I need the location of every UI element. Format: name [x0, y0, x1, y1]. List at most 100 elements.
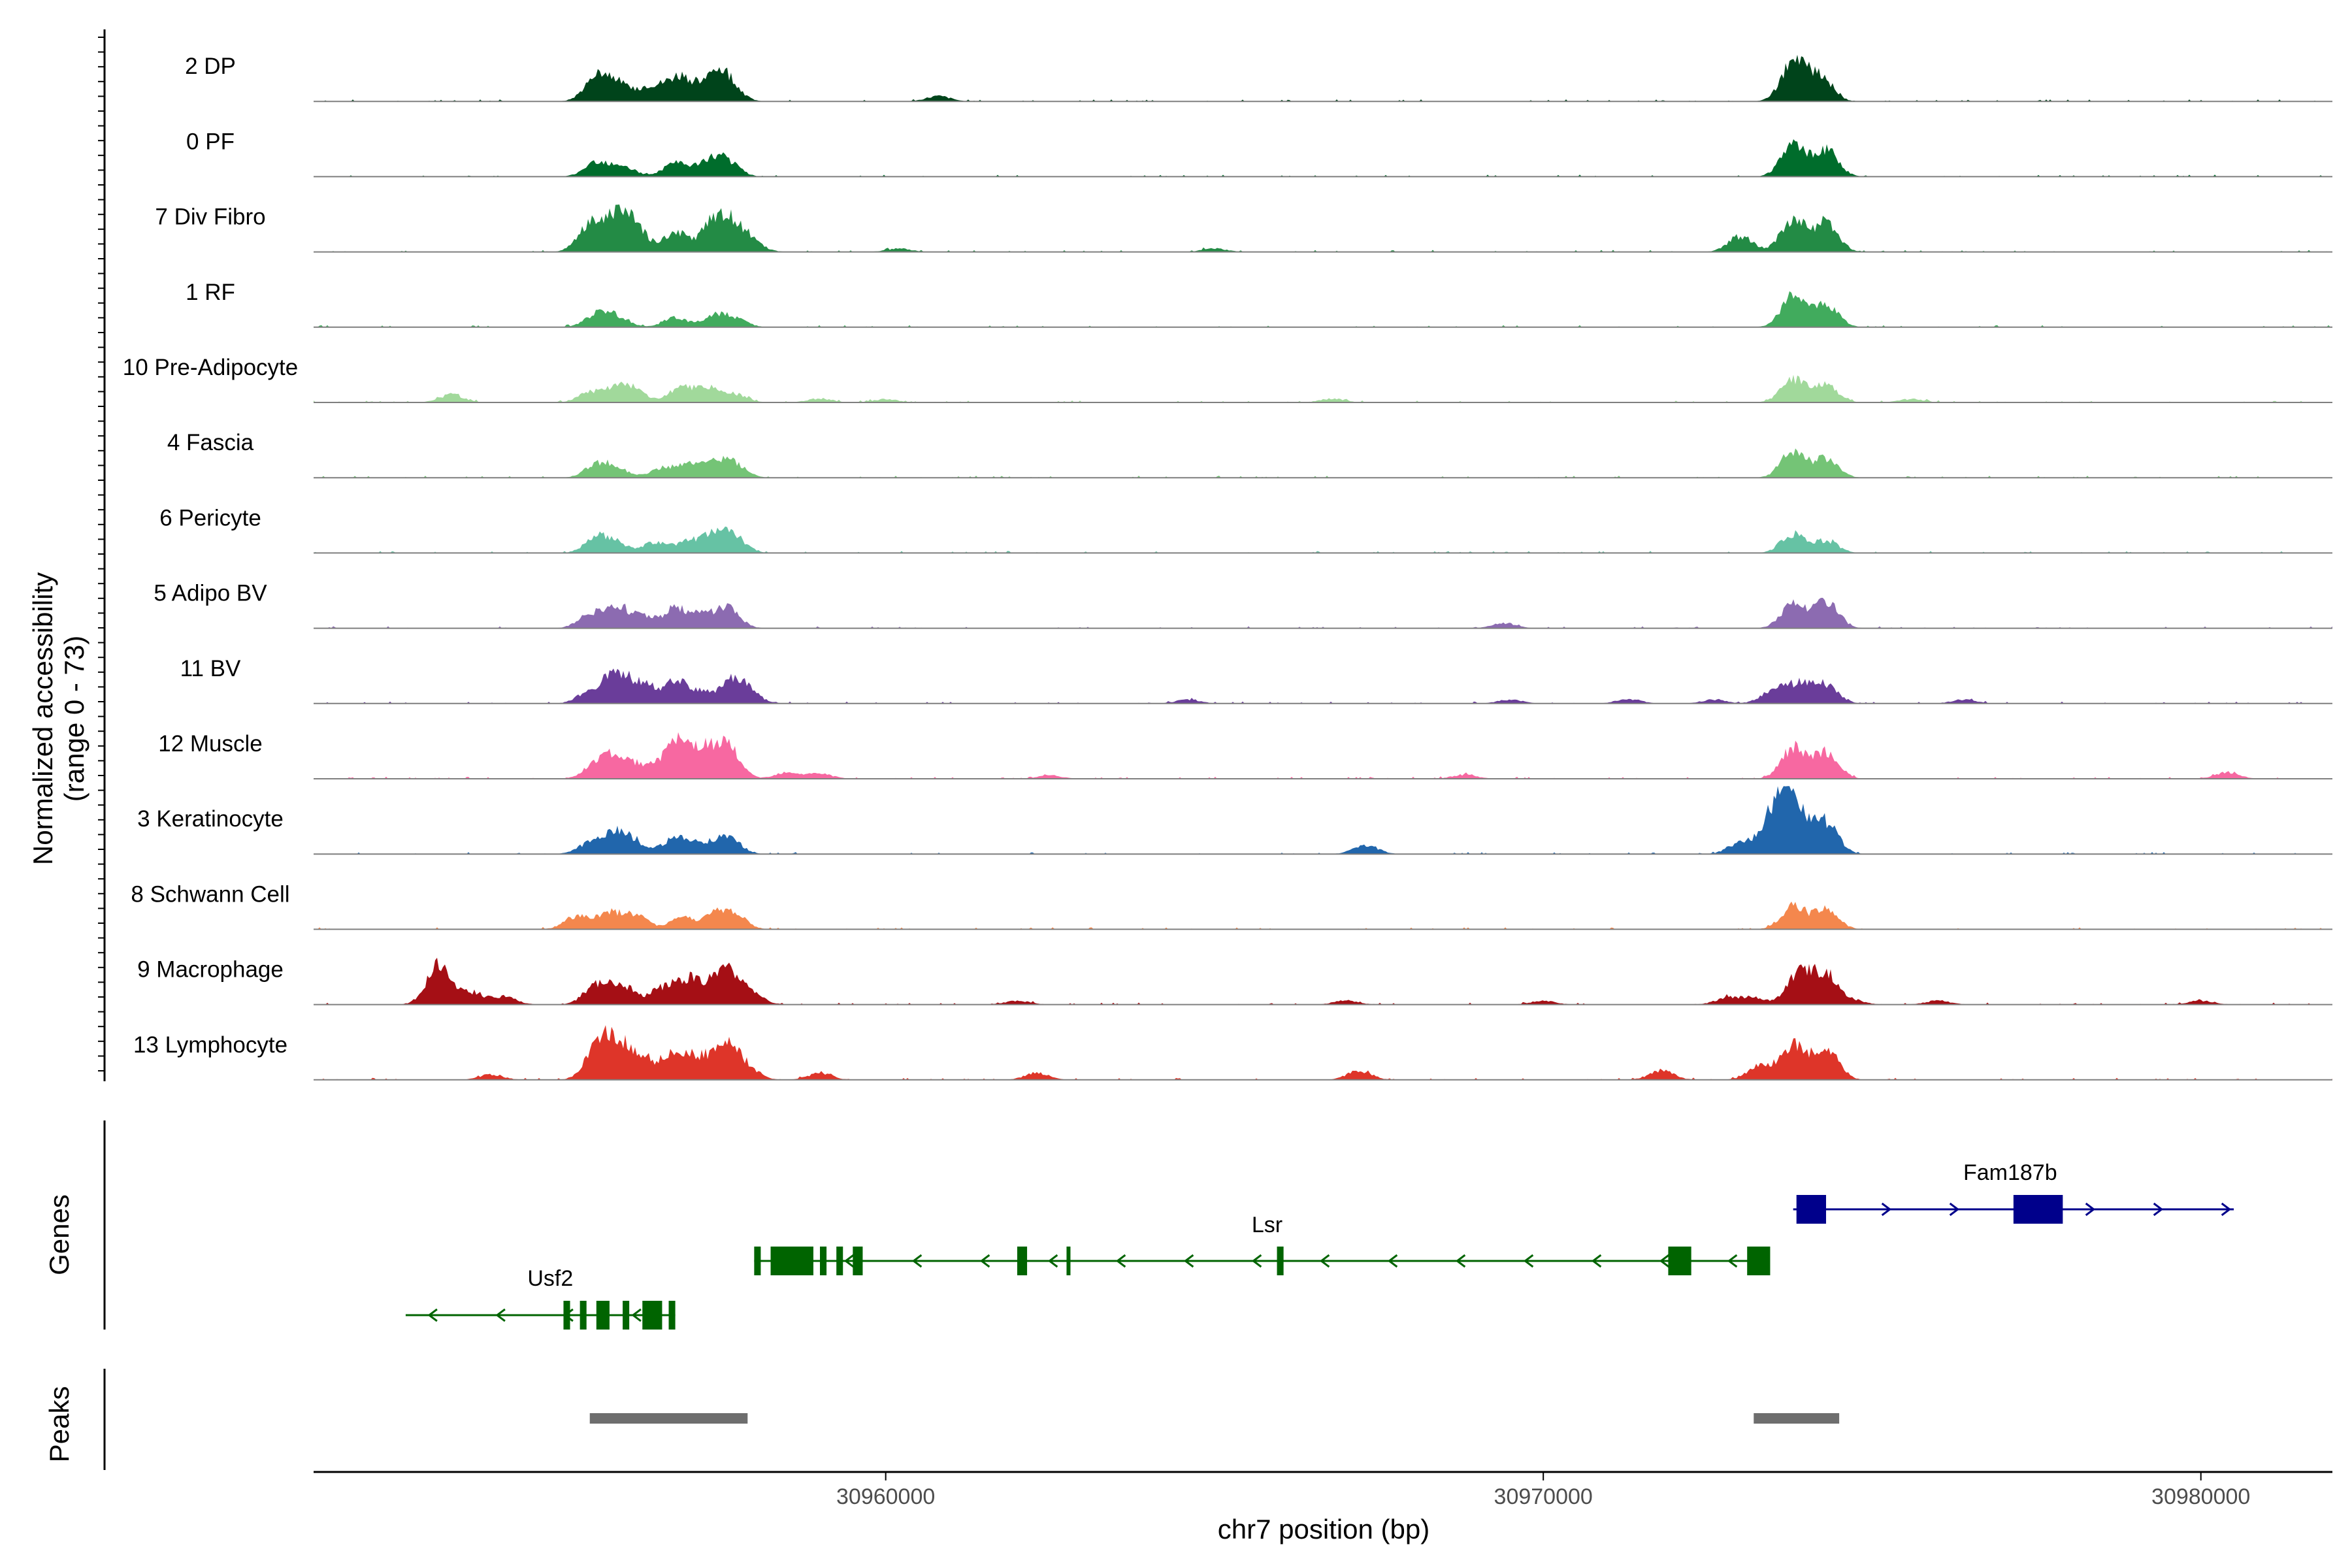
exon: [1066, 1247, 1071, 1275]
strand-arrow: [1047, 1254, 1058, 1268]
track-label: 5 Adipo BV: [154, 581, 267, 606]
exon: [563, 1301, 570, 1330]
track-label: 6 Pericyte: [159, 505, 261, 531]
exon: [1747, 1247, 1771, 1275]
strand-arrow: [1949, 1202, 1960, 1217]
track-label: 9 Macrophage: [137, 957, 284, 983]
strand-arrow: [1881, 1202, 1892, 1217]
coverage-area: [314, 291, 2332, 327]
strand-arrow: [979, 1254, 990, 1268]
track-5: 10 Pre-Adipocyte: [123, 355, 2332, 403]
strand-arrow: [427, 1308, 438, 1322]
strand-arrow: [1727, 1254, 1738, 1268]
coverage-area: [314, 448, 2332, 478]
strand-arrow: [1115, 1254, 1126, 1268]
coverage-area: [314, 732, 2332, 779]
track-label: 3 Keratinocyte: [137, 806, 284, 832]
peaks-panel-title: Peaks: [44, 1386, 74, 1463]
coverage-area: [314, 374, 2332, 402]
track-label: 11 BV: [180, 656, 241, 681]
track-11: 3 Keratinocyte: [137, 786, 2332, 855]
exon: [853, 1247, 863, 1275]
track-label: 10 Pre-Adipocyte: [123, 355, 298, 380]
coverage-area: [314, 204, 2332, 252]
exon: [754, 1247, 761, 1275]
strand-arrow: [2153, 1202, 2164, 1217]
y-axis-subtitle: (range 0 - 73): [59, 636, 90, 802]
coverage-area: [314, 902, 2332, 930]
track-8: 5 Adipo BV: [154, 581, 2332, 629]
coverage-tracks: 2 DP 0 PF 7 Div Fibro 1 RF 10 Pre-Adipocyte 4…: [123, 54, 2332, 1081]
x-axis-title: chr7 position (bp): [1218, 1514, 1430, 1544]
coverage-area: [314, 54, 2332, 102]
x-tick-label: 30980000: [2151, 1484, 2250, 1509]
coverage-area: [314, 668, 2332, 704]
coverage-area: [314, 786, 2332, 855]
track-2: 0 PF: [186, 129, 2332, 178]
strand-arrow: [1523, 1254, 1534, 1268]
track-label: 8 Schwann Cell: [131, 881, 289, 907]
strand-arrow: [1319, 1254, 1330, 1268]
gene-usf2: Usf2: [405, 1266, 676, 1330]
y-axis-title: Normalized accessibility: [27, 572, 58, 865]
exon: [1017, 1247, 1028, 1275]
track-label: 2 DP: [185, 54, 236, 79]
track-14: 13 Lymphocyte: [133, 1025, 2332, 1081]
genes-panel-title: Genes: [44, 1194, 74, 1275]
coverage-area: [314, 957, 2332, 1005]
track-7: 6 Pericyte: [159, 505, 2332, 554]
exon: [642, 1301, 662, 1330]
track-label: 7 Div Fibro: [155, 204, 265, 230]
strand-arrow: [631, 1308, 642, 1322]
exon: [820, 1247, 827, 1275]
x-axis: 30960000 30970000 30980000: [314, 1471, 2332, 1509]
genes-panel: Usf2 Lsr Fam187b: [405, 1160, 2234, 1330]
coverage-area: [314, 139, 2332, 177]
coverage-area: [314, 1025, 2332, 1080]
track-3: 7 Div Fibro: [155, 204, 2332, 253]
strand-arrow: [2085, 1202, 2096, 1217]
track-label: 1 RF: [186, 280, 235, 305]
strand-arrow: [1183, 1254, 1194, 1268]
track-label: 4 Fascia: [167, 430, 254, 455]
strand-arrow: [1251, 1254, 1262, 1268]
track-4: 1 RF: [186, 280, 2332, 328]
gene-label: Fam187b: [1963, 1160, 2057, 1185]
exon: [1277, 1247, 1284, 1275]
exon: [836, 1247, 843, 1275]
x-tick-label: 30960000: [836, 1484, 935, 1509]
gene-label: Usf2: [527, 1266, 573, 1291]
y-axis: [98, 29, 106, 1081]
strand-arrow: [1387, 1254, 1398, 1268]
strand-arrow: [843, 1254, 855, 1268]
exon: [668, 1301, 676, 1330]
gene-fam187b: Fam187b: [1793, 1160, 2234, 1224]
strand-arrow: [495, 1308, 506, 1322]
strand-arrow: [1591, 1254, 1602, 1268]
peaks-panel: [589, 1413, 1840, 1424]
strand-arrow: [911, 1254, 923, 1268]
exon: [623, 1301, 630, 1330]
track-label: 0 PF: [186, 129, 235, 154]
peak-region: [589, 1413, 748, 1424]
coverage-area: [314, 526, 2332, 553]
track-9: 11 BV: [180, 656, 2332, 704]
exon: [1668, 1247, 1691, 1275]
coverage-area: [314, 598, 2332, 629]
track-1: 2 DP: [185, 54, 2332, 103]
gene-label: Lsr: [1252, 1213, 1282, 1237]
track-12: 8 Schwann Cell: [131, 881, 2332, 930]
exon: [2013, 1195, 2063, 1224]
track-13: 9 Macrophage: [137, 957, 2332, 1005]
strand-arrow: [1455, 1254, 1466, 1268]
x-tick-label: 30970000: [1494, 1484, 1593, 1509]
exon: [580, 1301, 587, 1330]
track-label: 12 Muscle: [158, 731, 263, 757]
gene-lsr: Lsr: [754, 1213, 1771, 1275]
strand-arrow: [2221, 1202, 2232, 1217]
exon: [596, 1301, 610, 1330]
track-6: 4 Fascia: [167, 430, 2332, 479]
track-10: 12 Muscle: [158, 731, 2332, 779]
exon: [770, 1247, 813, 1275]
